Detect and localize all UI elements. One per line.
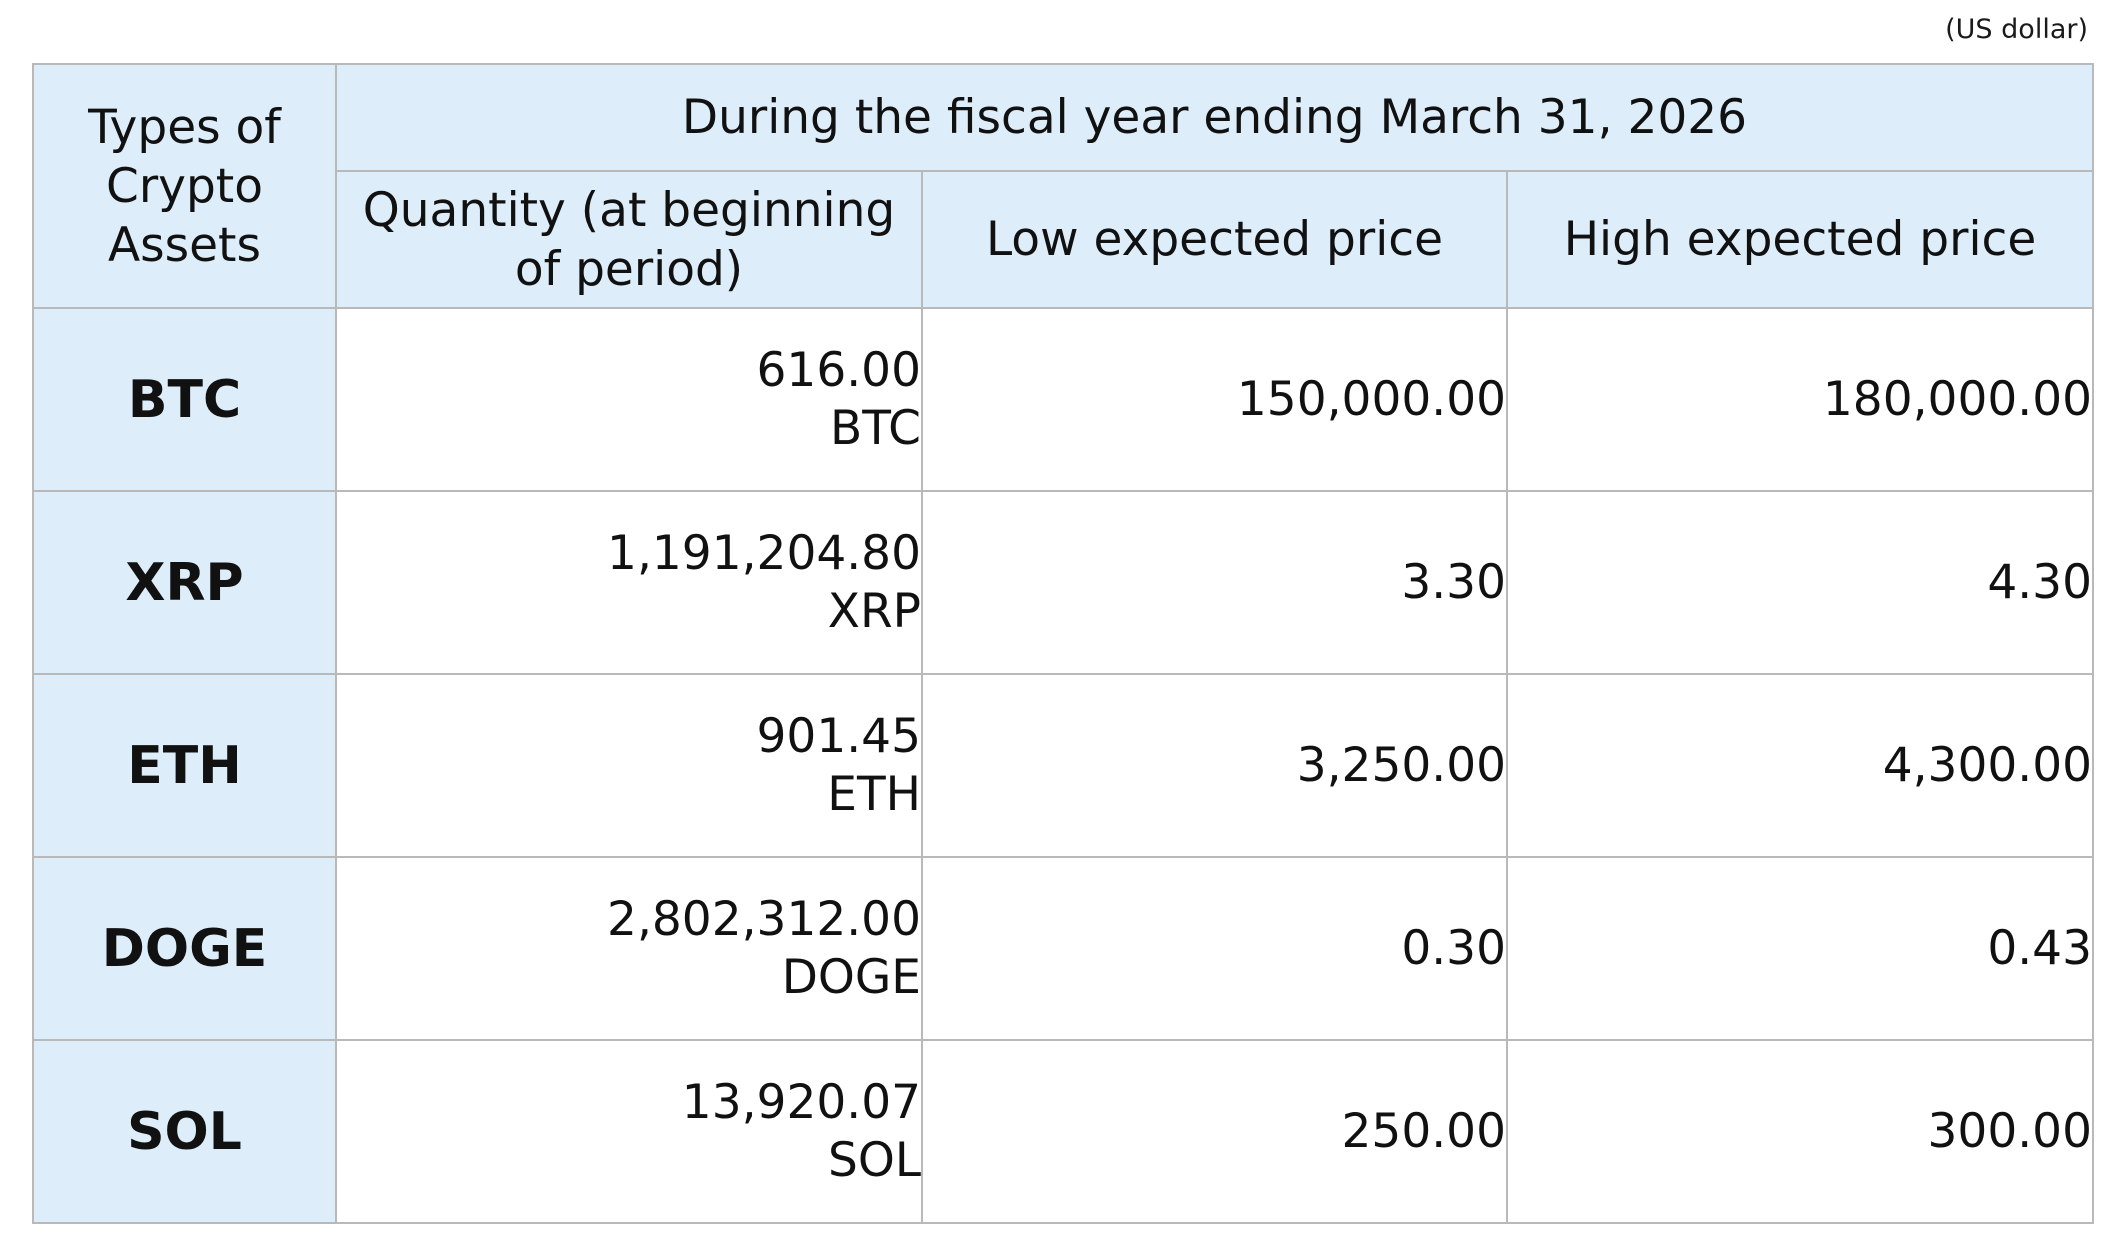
quantity-value: 13,920.07 xyxy=(681,1074,921,1130)
quantity-cell: 13,920.07 SOL xyxy=(335,1039,923,1224)
quantity-unit: XRP xyxy=(827,583,921,639)
table-row: DOGE 2,802,312.00 DOGE 0.30 0.43 xyxy=(32,856,2094,1041)
high-price-cell: 4,300.00 xyxy=(1506,673,2094,858)
table-row: XRP 1,191,204.80 XRP 3.30 4.30 xyxy=(32,490,2094,675)
crypto-price-table: Types of Crypto Assets During the fiscal… xyxy=(32,63,2094,1224)
table-header: Types of Crypto Assets During the fiscal… xyxy=(32,63,2094,309)
quantity-value: 2,802,312.00 xyxy=(607,891,921,947)
low-price-cell: 0.30 xyxy=(921,856,1508,1041)
quantity-cell: 2,802,312.00 DOGE xyxy=(335,856,923,1041)
header-row-period: Types of Crypto Assets During the fiscal… xyxy=(32,63,2094,309)
header-period: During the fiscal year ending March 31, … xyxy=(335,63,2094,172)
quantity-value: 616.00 xyxy=(756,342,921,398)
quantity-unit: BTC xyxy=(829,400,921,456)
asset-name-cell: SOL xyxy=(32,1039,337,1224)
asset-name-cell: XRP xyxy=(32,490,337,675)
asset-name-cell: DOGE xyxy=(32,856,337,1041)
low-price-cell: 250.00 xyxy=(921,1039,1508,1224)
quantity-value: 901.45 xyxy=(756,708,921,764)
header-high-price: High expected price xyxy=(1506,170,2094,309)
header-asset-type: Types of Crypto Assets xyxy=(32,63,337,309)
table-row: BTC 616.00 BTC 150,000.00 180,000.00 xyxy=(32,307,2094,492)
high-price-cell: 0.43 xyxy=(1506,856,2094,1041)
low-price-cell: 3,250.00 xyxy=(921,673,1508,858)
table-row: SOL 13,920.07 SOL 250.00 300.00 xyxy=(32,1039,2094,1224)
high-price-cell: 180,000.00 xyxy=(1506,307,2094,492)
low-price-cell: 150,000.00 xyxy=(921,307,1508,492)
table-row: ETH 901.45 ETH 3,250.00 4,300.00 xyxy=(32,673,2094,858)
quantity-value: 1,191,204.80 xyxy=(607,525,921,581)
asset-name-cell: BTC xyxy=(32,307,337,492)
header-low-price: Low expected price xyxy=(921,170,1508,309)
table-body: BTC 616.00 BTC 150,000.00 180,000.00 XRP… xyxy=(32,307,2094,1224)
quantity-cell: 901.45 ETH xyxy=(335,673,923,858)
header-quantity: Quantity (at beginning of period) xyxy=(335,170,923,309)
high-price-cell: 300.00 xyxy=(1506,1039,2094,1224)
quantity-cell: 1,191,204.80 XRP xyxy=(335,490,923,675)
quantity-cell: 616.00 BTC xyxy=(335,307,923,492)
quantity-unit: SOL xyxy=(827,1132,921,1188)
asset-name-cell: ETH xyxy=(32,673,337,858)
high-price-cell: 4.30 xyxy=(1506,490,2094,675)
header-row-columns: Quantity (at beginning of period) Low ex… xyxy=(33,170,2094,309)
quantity-unit: DOGE xyxy=(781,949,921,1005)
currency-unit-note: (US dollar) xyxy=(1945,14,2088,45)
low-price-cell: 3.30 xyxy=(921,490,1508,675)
quantity-unit: ETH xyxy=(827,766,921,822)
